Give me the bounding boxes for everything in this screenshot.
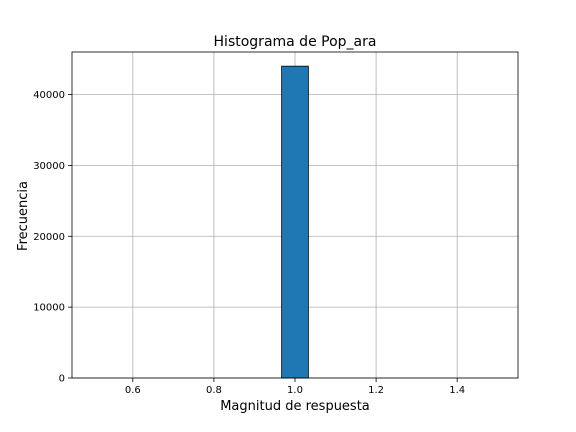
y-tick-label: 20000 — [33, 232, 65, 243]
x-tick-label: 1.4 — [449, 385, 465, 396]
x-tick-label: 1.2 — [368, 385, 384, 396]
x-tick-label: 0.6 — [125, 385, 141, 396]
histogram-bar — [281, 65, 309, 379]
x-axis-ticks: 0.6 0.8 1.0 1.2 1.4 — [125, 378, 465, 396]
x-axis-label: Magnitud de respuesta — [220, 399, 370, 414]
y-axis-label: Frecuencia — [16, 181, 31, 251]
y-tick-label: 30000 — [33, 161, 65, 172]
y-tick-label: 10000 — [33, 303, 65, 314]
y-tick-label: 0 — [59, 374, 65, 385]
chart-title: Histograma de Pop_ara — [214, 34, 377, 50]
y-tick-label: 40000 — [33, 90, 65, 101]
x-tick-label: 0.8 — [206, 385, 222, 396]
x-tick-label: 1.0 — [287, 385, 303, 396]
y-axis-ticks: 0 10000 20000 30000 40000 — [33, 90, 72, 385]
bars — [281, 65, 309, 379]
